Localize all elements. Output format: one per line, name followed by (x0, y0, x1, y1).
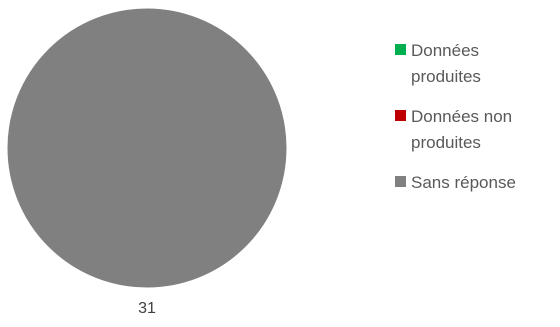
legend-label: Sans réponse (411, 173, 516, 192)
legend-label: Données non produites (411, 107, 513, 152)
pie-slice-2 (6, 7, 288, 289)
legend-label: Données produites (411, 41, 481, 86)
data-label-sans-reponse: 31 (138, 300, 156, 317)
legend-swatch-red (395, 110, 406, 121)
legend-swatch-green (395, 44, 406, 55)
legend-item-donnees-produites: Données produites (395, 38, 560, 90)
legend-item-sans-reponse: Sans réponse (395, 170, 560, 196)
legend-item-donnees-non-produites: Données non produites (395, 104, 560, 156)
legend-swatch-gray (395, 176, 406, 187)
legend: Données produites Données non produites … (395, 38, 560, 210)
